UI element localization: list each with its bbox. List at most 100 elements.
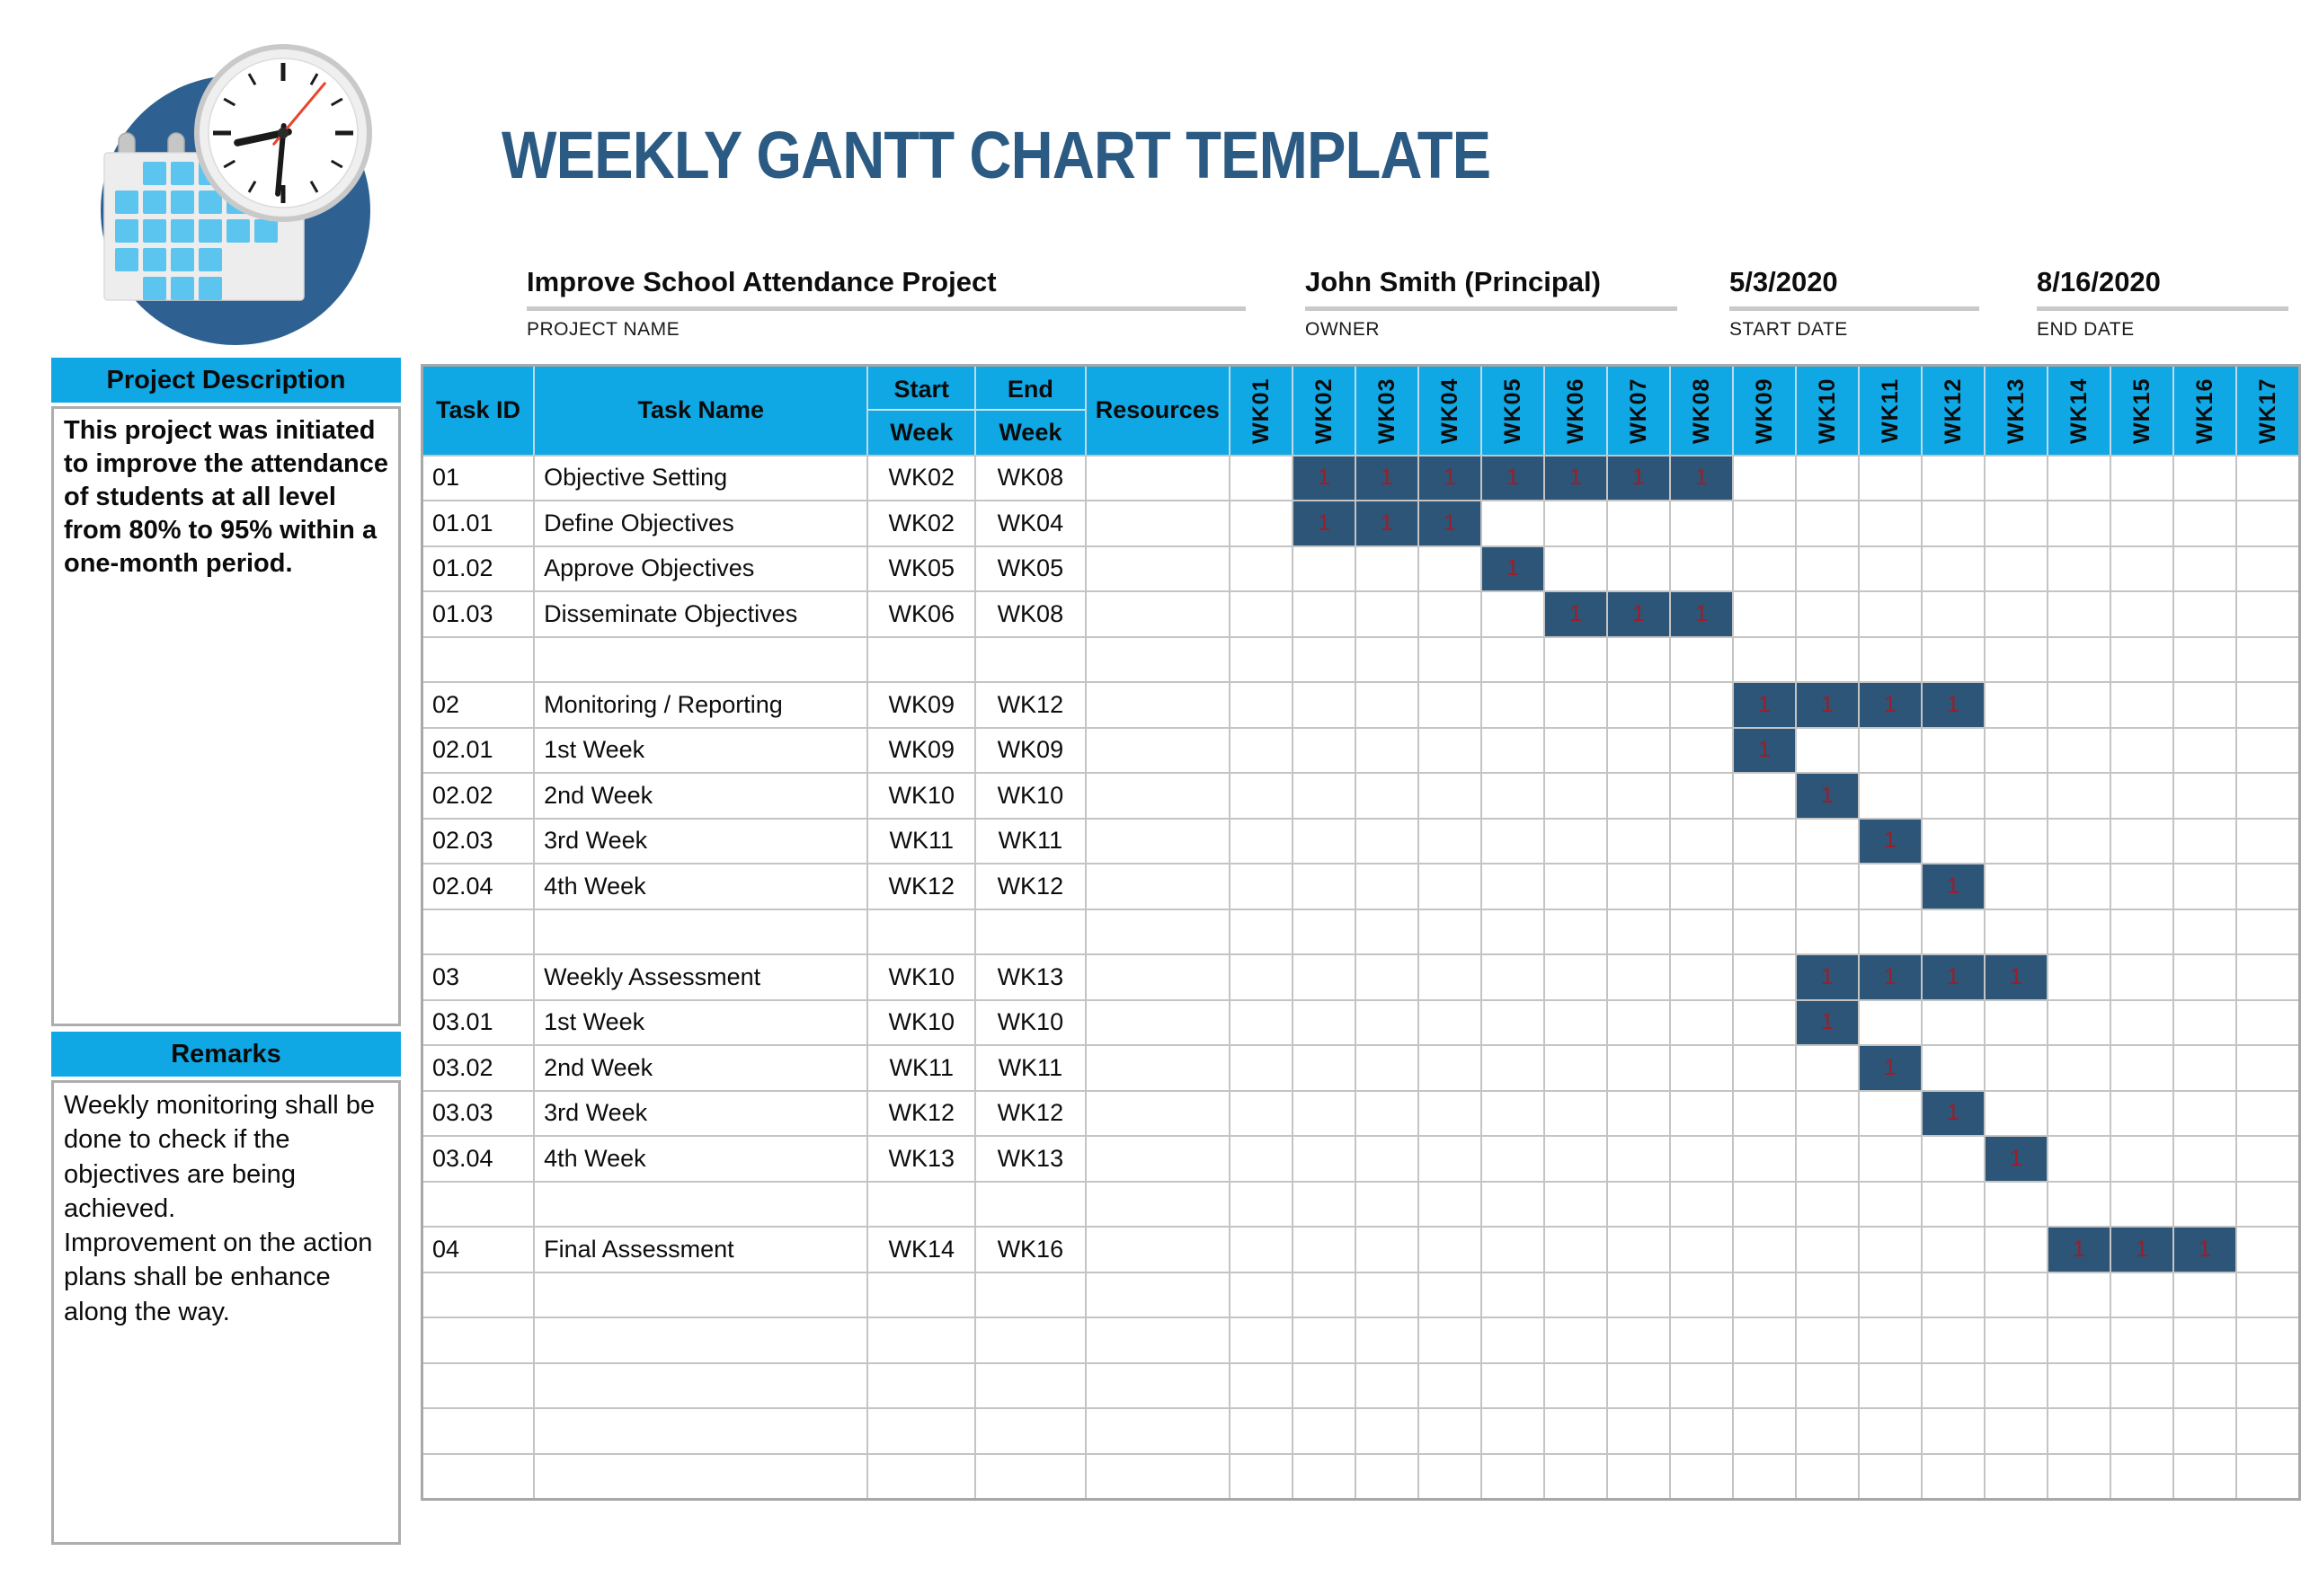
empty-row xyxy=(421,1407,2301,1455)
task-name-cell: 2nd Week xyxy=(533,1044,869,1092)
gantt-cell xyxy=(2234,1271,2301,1318)
task-row-01.03: 01.03 Disseminate Objectives WK06 WK08 1 1 1 xyxy=(421,590,2301,638)
task-id-cell: 03 xyxy=(421,953,536,1001)
gantt-cell xyxy=(2234,635,2301,683)
gantt-cell xyxy=(2172,1361,2237,1409)
task-id-cell: 03.04 xyxy=(421,1135,536,1183)
gantt-cell xyxy=(1731,1407,1797,1455)
start-week-cell xyxy=(866,1180,977,1228)
gantt-cell xyxy=(1605,1089,1671,1137)
gantt-cell xyxy=(2109,1044,2174,1092)
task-name-cell xyxy=(533,908,869,955)
gantt-bar-cell-wk06: 1 xyxy=(1542,590,1608,638)
gantt-cell xyxy=(2109,454,2174,501)
gantt-cell xyxy=(1228,1226,1293,1273)
gantt-cell xyxy=(1605,545,1671,592)
empty-row xyxy=(421,1180,2301,1228)
gantt-cell xyxy=(1668,1271,1734,1318)
empty-row xyxy=(421,1361,2301,1409)
gantt-bar-cell-wk12: 1 xyxy=(1920,1089,1986,1137)
week-header-wk08: WK08 xyxy=(1668,364,1734,457)
gantt-cell xyxy=(1920,545,1986,592)
gantt-cell xyxy=(2234,545,2301,592)
gantt-cell xyxy=(1605,772,1671,820)
gantt-cell xyxy=(1479,635,1545,683)
gantt-cell xyxy=(1668,817,1734,864)
gantt-cell xyxy=(1542,681,1608,729)
end-week-cell: WK12 xyxy=(974,681,1087,729)
start-week-header-line2: Week xyxy=(890,418,954,446)
gantt-cell xyxy=(1857,1317,1923,1364)
end-week-cell: WK09 xyxy=(974,726,1087,774)
gantt-cell xyxy=(1417,863,1482,910)
gantt-bar-cell-wk05: 1 xyxy=(1479,454,1545,501)
gantt-cell xyxy=(1417,772,1482,820)
gantt-cell xyxy=(1920,908,1986,955)
gantt-cell xyxy=(2109,1089,2174,1137)
gantt-cell xyxy=(1605,1317,1671,1364)
end-week-cell xyxy=(974,635,1087,683)
gantt-cell xyxy=(1920,1407,1986,1455)
gantt-cell xyxy=(1542,1180,1608,1228)
end-week-header-line2: Week xyxy=(999,418,1062,446)
gantt-cell xyxy=(1228,908,1293,955)
gantt-cell xyxy=(1668,681,1734,729)
start-week-cell: WK12 xyxy=(866,1089,977,1137)
gantt-cell xyxy=(1794,500,1860,547)
gantt-cell xyxy=(2234,998,2301,1046)
gantt-cell xyxy=(1291,772,1356,820)
week-header-wk17: WK17 xyxy=(2234,364,2301,457)
empty-row xyxy=(421,1317,2301,1364)
gantt-cell xyxy=(1542,772,1608,820)
gantt-cell xyxy=(1794,545,1860,592)
gantt-cell xyxy=(1857,1135,1923,1183)
end-week-cell xyxy=(974,908,1087,955)
gantt-cell xyxy=(1983,545,2048,592)
week-header-wk03: WK03 xyxy=(1354,364,1419,457)
gantt-bar-cell-wk11: 1 xyxy=(1857,953,1923,1001)
end-week-cell: WK08 xyxy=(974,454,1087,501)
gantt-cell xyxy=(1542,908,1608,955)
table-header-row: Task ID Task Name Start Week End Week Re… xyxy=(421,364,2301,457)
gantt-cell xyxy=(1605,635,1671,683)
gantt-bar-cell-wk10: 1 xyxy=(1794,681,1860,729)
start-week-cell: WK11 xyxy=(866,817,977,864)
gantt-cell xyxy=(2172,635,2237,683)
gantt-cell xyxy=(2109,726,2174,774)
task-id-cell: 02.01 xyxy=(421,726,536,774)
empty-row xyxy=(421,635,2301,683)
gantt-cell xyxy=(2109,590,2174,638)
gantt-cell xyxy=(1354,772,1419,820)
gantt-cell xyxy=(1731,1361,1797,1409)
gantt-cell xyxy=(1354,726,1419,774)
end-week-header: End Week xyxy=(974,364,1087,457)
gantt-cell xyxy=(1228,454,1293,501)
end-week-cell: WK05 xyxy=(974,545,1087,592)
gantt-cell xyxy=(1668,1317,1734,1364)
gantt-cell xyxy=(1228,1317,1293,1364)
gantt-cell xyxy=(2046,1452,2111,1500)
gantt-cell xyxy=(2234,1180,2301,1228)
project-name-label: PROJECT NAME xyxy=(527,319,680,340)
start-week-header: Start Week xyxy=(866,364,977,457)
gantt-cell xyxy=(1668,1089,1734,1137)
gantt-cell xyxy=(2046,1317,2111,1364)
gantt-cell xyxy=(1605,1271,1671,1318)
gantt-bar-cell-wk13: 1 xyxy=(1983,1135,2048,1183)
gantt-cell xyxy=(2046,998,2111,1046)
gantt-bar-cell-wk09: 1 xyxy=(1731,681,1797,729)
gantt-cell xyxy=(1291,863,1356,910)
gantt-cell xyxy=(1542,1452,1608,1500)
gantt-cell xyxy=(1857,1180,1923,1228)
end-week-header-line1: End xyxy=(977,368,1084,411)
gantt-cell xyxy=(2046,1271,2111,1318)
gantt-bar-cell-wk10: 1 xyxy=(1794,772,1860,820)
gantt-cell xyxy=(1857,1361,1923,1409)
gantt-cell xyxy=(1668,1361,1734,1409)
gantt-cell xyxy=(2172,726,2237,774)
resources-cell xyxy=(1084,454,1230,501)
gantt-cell xyxy=(2109,863,2174,910)
task-name-cell xyxy=(533,1317,869,1364)
task-row-02: 02 Monitoring / Reporting WK09 WK12 1 1 1 1 xyxy=(421,681,2301,729)
gantt-cell xyxy=(2046,545,2111,592)
